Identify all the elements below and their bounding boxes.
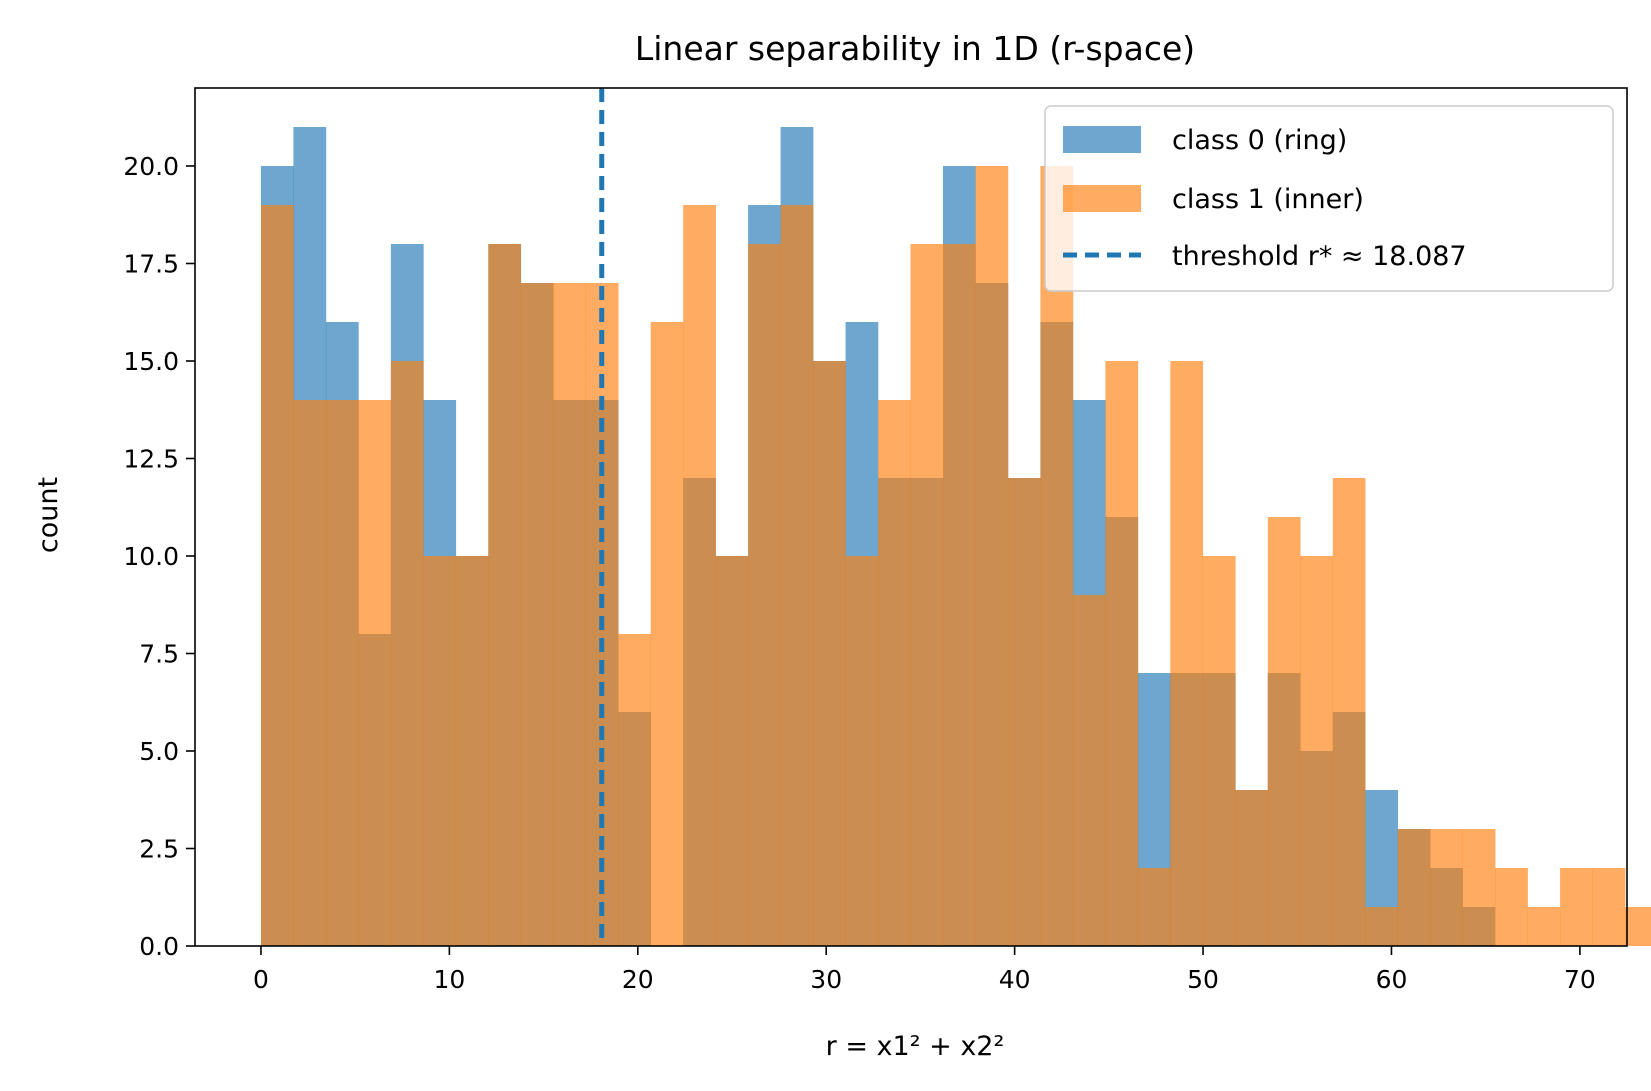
bar-class1-bin-28 [1170, 361, 1204, 946]
y-tick-label: 17.5 [123, 250, 179, 279]
x-tick-label: 0 [253, 965, 269, 994]
y-tick-label: 7.5 [139, 640, 179, 669]
bar-class1-bin-17 [813, 361, 846, 946]
y-tick-label: 5.0 [139, 737, 179, 766]
bar-class1-bin-21 [942, 244, 976, 946]
bar-class1-bin-1 [293, 400, 327, 946]
bar-class1-bin-7 [488, 244, 522, 946]
bar-class1-bin-19 [878, 400, 911, 946]
y-tick-label: 2.5 [139, 835, 179, 864]
bar-class1-bin-38 [1495, 868, 1528, 946]
legend-label-threshold: threshold r* ≈ 18.087 [1172, 241, 1467, 272]
bar-class1-bin-22 [975, 166, 1009, 946]
bar-class1-bin-33 [1332, 478, 1366, 946]
bar-class1-bin-16 [780, 205, 814, 946]
bar-class1-bin-39 [1527, 907, 1561, 946]
y-tick-label: 20.0 [123, 152, 179, 181]
bar-class1-bin-2 [325, 400, 359, 946]
bar-class1-bin-36 [1430, 829, 1463, 946]
x-tick-label: 10 [433, 965, 465, 994]
bar-class1-bin-37 [1462, 829, 1496, 946]
legend-label-class1: class 1 (inner) [1172, 184, 1364, 215]
bar-class1-bin-26 [1105, 361, 1139, 946]
bar-class1-bin-34 [1365, 907, 1398, 946]
legend-frame [1044, 105, 1614, 292]
bar-class1-bin-18 [845, 556, 879, 946]
bar-class1-bin-24 [1040, 166, 1074, 946]
bar-class1-bin-29 [1202, 556, 1236, 946]
bar-class1-bin-30 [1235, 790, 1269, 946]
bar-class1-bin-11 [618, 634, 651, 946]
x-tick-label: 30 [810, 965, 842, 994]
bar-class1-bin-40 [1560, 868, 1593, 946]
chart-title: Linear separability in 1D (r-space) [635, 29, 1195, 68]
bar-class1-bin-31 [1267, 517, 1301, 946]
bar-class1-bin-3 [358, 400, 392, 946]
bar-class1-bin-15 [748, 244, 781, 946]
y-axis: 0.0 2.5 5.0 7.5 10.0 12.5 15.0 17.5 20.0 [123, 152, 195, 961]
legend: class 0 (ring) class 1 (inner) threshold… [1044, 105, 1614, 292]
x-tick-label: 50 [1187, 965, 1219, 994]
bar-class1-bin-25 [1072, 595, 1106, 946]
bar-class1-bin-12 [650, 322, 684, 946]
bar-class1-bin-41 [1592, 868, 1626, 946]
y-axis-label: count [33, 477, 64, 553]
legend-label-class0: class 0 (ring) [1172, 125, 1347, 156]
legend-swatch-class0 [1063, 126, 1141, 153]
plot-area [194, 87, 1651, 947]
bar-class1-bin-10 [585, 283, 619, 946]
y-tick-label: 10.0 [123, 542, 179, 571]
y-tick-label: 12.5 [123, 445, 179, 474]
bar-class1-bin-42 [1625, 907, 1651, 946]
x-tick-label: 60 [1376, 965, 1408, 994]
y-tick-label: 0.0 [139, 932, 179, 961]
bar-class1-bin-13 [683, 205, 716, 946]
bar-class1-bin-8 [520, 283, 554, 946]
bar-class1-bin-14 [715, 556, 749, 946]
bar-class1-bin-20 [910, 244, 944, 946]
axes-frame [194, 87, 1628, 947]
bar-class1-bin-0 [260, 205, 294, 946]
bar-class1-bin-6 [455, 556, 489, 946]
bar-class1-bin-5 [423, 556, 457, 946]
x-axis: 0 10 20 30 40 50 60 70 [253, 946, 1596, 994]
x-tick-label: 40 [999, 965, 1031, 994]
bar-class1-bin-23 [1007, 478, 1041, 946]
bar-class1-bin-9 [553, 283, 587, 946]
y-tick-label: 15.0 [123, 347, 179, 376]
bar-class1-bin-32 [1300, 556, 1334, 946]
bar-class1-bin-4 [390, 361, 424, 946]
bar-class1-bin-27 [1137, 868, 1171, 946]
bar-class1-bin-35 [1397, 829, 1431, 946]
x-tick-label: 20 [622, 965, 654, 994]
x-tick-label: 70 [1564, 965, 1596, 994]
x-axis-label: r = x1² + x2² [826, 1031, 1005, 1062]
legend-swatch-class1 [1063, 185, 1141, 212]
